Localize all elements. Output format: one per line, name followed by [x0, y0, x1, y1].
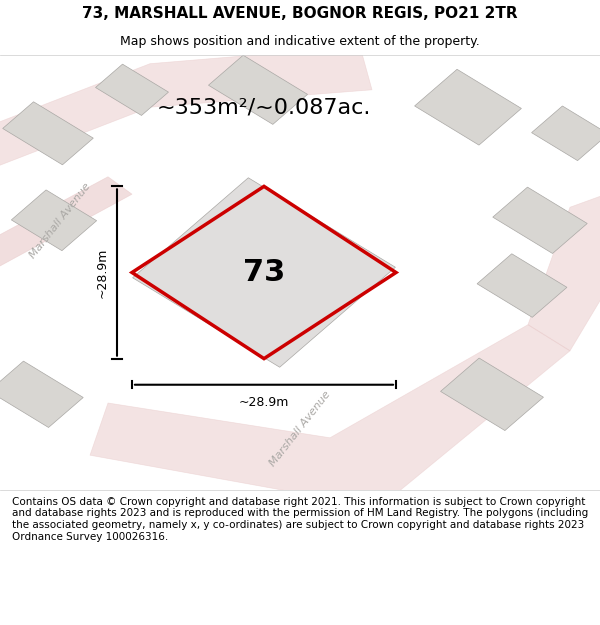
Text: ~28.9m: ~28.9m [239, 396, 289, 409]
Polygon shape [90, 325, 570, 499]
Polygon shape [440, 358, 544, 431]
Polygon shape [477, 254, 567, 318]
Polygon shape [532, 106, 600, 161]
Polygon shape [493, 187, 587, 254]
Polygon shape [2, 102, 94, 165]
Polygon shape [415, 69, 521, 145]
Polygon shape [0, 361, 83, 428]
Text: ~353m²/~0.087ac.: ~353m²/~0.087ac. [157, 98, 371, 118]
Polygon shape [0, 46, 372, 177]
Text: ~28.9m: ~28.9m [95, 248, 109, 298]
Text: Map shows position and indicative extent of the property.: Map shows position and indicative extent… [120, 35, 480, 48]
Polygon shape [528, 186, 600, 351]
Polygon shape [11, 190, 97, 251]
Polygon shape [0, 177, 132, 272]
Polygon shape [133, 177, 395, 368]
Text: Contains OS data © Crown copyright and database right 2021. This information is : Contains OS data © Crown copyright and d… [12, 497, 588, 541]
Polygon shape [208, 55, 308, 124]
Text: Marshall Avenue: Marshall Avenue [268, 389, 332, 469]
Text: 73: 73 [243, 258, 285, 287]
Text: Marshall Avenue: Marshall Avenue [28, 181, 92, 260]
Polygon shape [95, 64, 169, 116]
Text: 73, MARSHALL AVENUE, BOGNOR REGIS, PO21 2TR: 73, MARSHALL AVENUE, BOGNOR REGIS, PO21 … [82, 6, 518, 21]
